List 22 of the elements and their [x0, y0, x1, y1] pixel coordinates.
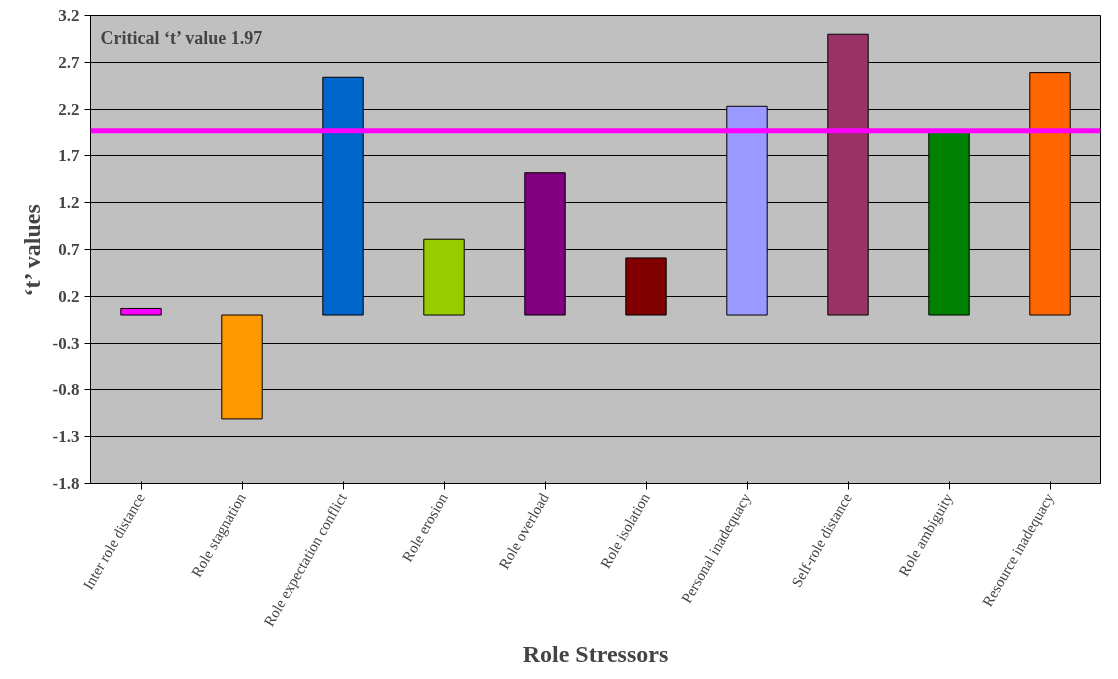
y-tick-label: 1.2 — [58, 193, 80, 213]
annotation: Critical ‘t’ value 1.97 — [100, 27, 263, 48]
bar — [726, 105, 768, 316]
y-tick-label: 0.2 — [58, 286, 80, 306]
y-tick-label: 2.7 — [58, 52, 80, 72]
x-axis-title: Role Stressors — [522, 641, 669, 668]
bar — [625, 257, 667, 316]
bar — [221, 314, 263, 420]
y-tick-label: 1.7 — [58, 146, 80, 166]
y-tick-label: -0.3 — [52, 333, 80, 353]
bar — [120, 307, 162, 316]
y-tick-label: -1.3 — [52, 427, 80, 447]
y-tick-label: 0.7 — [58, 240, 80, 259]
y-tick-label: -0.8 — [52, 380, 80, 400]
y-tick-label: 3.2 — [58, 6, 80, 25]
y-axis-title: ‘t’ values — [18, 204, 45, 297]
bar — [322, 76, 364, 316]
bar — [524, 172, 566, 316]
bar — [1029, 72, 1071, 316]
y-tick-label: -1.8 — [52, 474, 80, 493]
bar — [423, 238, 465, 316]
y-tick-label: 2.2 — [58, 99, 80, 119]
